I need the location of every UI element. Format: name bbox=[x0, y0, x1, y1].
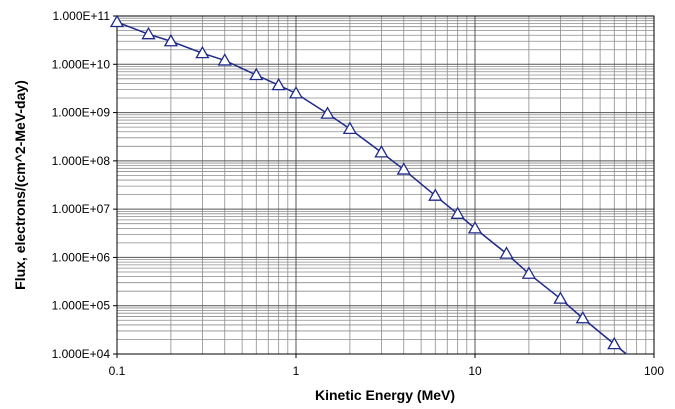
y-tick-label: 1.000E+09 bbox=[52, 106, 111, 120]
data-point bbox=[374, 145, 389, 158]
series-markers bbox=[109, 14, 622, 350]
data-point bbox=[288, 86, 304, 99]
data-point bbox=[320, 106, 335, 119]
plot-frame bbox=[116, 15, 655, 355]
data-point bbox=[607, 336, 622, 350]
data-point bbox=[428, 188, 443, 201]
y-tick-label: 1.000E+06 bbox=[52, 250, 111, 264]
y-tick-label: 1.000E+04 bbox=[52, 347, 111, 361]
data-point bbox=[141, 26, 156, 40]
grid-minor bbox=[117, 16, 654, 354]
x-tick-label: 100 bbox=[644, 364, 664, 378]
data-point bbox=[271, 77, 286, 91]
data-point bbox=[396, 162, 411, 175]
data-point bbox=[499, 246, 514, 259]
data-point bbox=[467, 221, 483, 234]
data-point bbox=[575, 310, 590, 324]
data-point bbox=[450, 206, 465, 219]
y-tick-label: 1.000E+11 bbox=[53, 9, 111, 23]
y-tick-labels: 1.000E+04 1.000E+05 1.000E+06 1.000E+07 1.00… bbox=[52, 9, 117, 361]
grid-major bbox=[117, 16, 654, 354]
data-point bbox=[109, 14, 125, 28]
plot-area bbox=[117, 16, 654, 354]
y-tick-label: 1.000E+05 bbox=[52, 299, 111, 313]
x-tick-label: 1 bbox=[293, 364, 300, 378]
y-tick-label: 1.000E+08 bbox=[52, 154, 111, 168]
x-tick-labels: 0.1 1 10 100 bbox=[109, 354, 664, 378]
data-point bbox=[195, 45, 210, 59]
data-point bbox=[521, 266, 537, 279]
x-tick-label: 10 bbox=[468, 364, 482, 378]
data-point bbox=[163, 33, 179, 47]
y-tick-label: 1.000E+07 bbox=[52, 202, 111, 216]
y-tick-label: 1.000E+10 bbox=[52, 57, 111, 71]
x-axis-title: Kinetic Energy (MeV) bbox=[315, 387, 455, 403]
data-point bbox=[553, 291, 568, 304]
data-point bbox=[342, 121, 358, 135]
data-point bbox=[249, 67, 264, 81]
y-axis-title: Flux, electrons/(cm^2-MeV-day) bbox=[12, 80, 28, 290]
data-point bbox=[217, 53, 232, 66]
x-tick-label: 0.1 bbox=[109, 364, 126, 378]
